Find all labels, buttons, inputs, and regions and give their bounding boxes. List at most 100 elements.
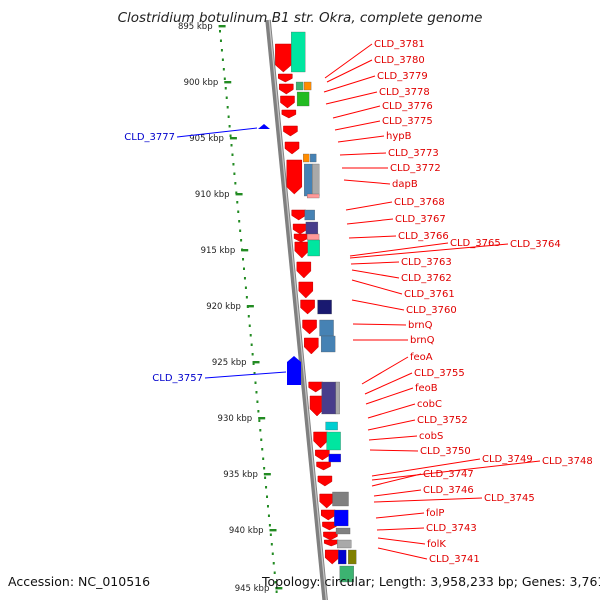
tick-dot bbox=[271, 552, 274, 555]
forward-gene bbox=[296, 261, 312, 279]
gene-label: feoA bbox=[410, 352, 433, 363]
tick-dot bbox=[257, 410, 260, 413]
leader-line bbox=[349, 243, 509, 259]
tick-dot bbox=[270, 543, 273, 546]
gene-feature-box bbox=[305, 221, 319, 235]
tick-dot bbox=[221, 58, 224, 61]
tick-label: 945 kbp bbox=[235, 584, 270, 594]
gene-feature-box bbox=[303, 153, 310, 163]
gene-label: CLD_3752 bbox=[417, 415, 468, 426]
tick-dot bbox=[259, 429, 262, 432]
forward-gene bbox=[284, 141, 300, 155]
gene-label: CLD_3741 bbox=[429, 554, 480, 565]
tick-dot bbox=[267, 514, 270, 517]
gene-feature-box bbox=[307, 239, 320, 257]
tick-label: 895 kbp bbox=[178, 22, 213, 32]
gene-feature-box bbox=[291, 31, 306, 73]
gene-feature-box bbox=[328, 453, 341, 463]
leader-line bbox=[371, 473, 422, 487]
gene-label: CLD_3746 bbox=[423, 485, 474, 496]
forward-gene bbox=[317, 475, 333, 487]
forward-gene bbox=[294, 241, 310, 259]
leader-line bbox=[325, 91, 378, 105]
forward-gene bbox=[313, 431, 328, 449]
tick-dot bbox=[227, 115, 230, 118]
leader-line bbox=[377, 547, 428, 560]
tick-dot bbox=[249, 334, 252, 337]
forward-gene bbox=[291, 209, 306, 221]
tick-dot bbox=[275, 590, 278, 593]
tick-dot bbox=[228, 125, 231, 128]
backbone-line bbox=[265, 19, 328, 600]
tick-dot bbox=[226, 106, 229, 109]
forward-gene bbox=[280, 95, 295, 109]
forward-gene bbox=[286, 159, 303, 195]
leader-line bbox=[324, 43, 373, 79]
gene-label: cobC bbox=[417, 399, 442, 410]
tick-dot bbox=[230, 144, 233, 147]
reverse-gene bbox=[287, 356, 301, 385]
gene-label: CLD_3778 bbox=[379, 87, 430, 98]
gene-feature-box bbox=[312, 163, 320, 197]
gene-feature-box bbox=[317, 299, 332, 315]
tick-dot bbox=[238, 220, 241, 223]
leader-line bbox=[334, 120, 381, 131]
tick-dot bbox=[219, 30, 221, 33]
tick-label: 905 kbp bbox=[189, 134, 224, 144]
tick-dot bbox=[224, 87, 227, 90]
tick-dot bbox=[225, 96, 228, 99]
tick-mark bbox=[246, 305, 254, 308]
leader-line bbox=[352, 323, 407, 326]
tick-dot bbox=[255, 391, 258, 394]
gene-label: CLD_3755 bbox=[414, 368, 465, 379]
leader-line bbox=[369, 449, 419, 452]
gene-label: CLD_3772 bbox=[390, 163, 441, 174]
tick-mark bbox=[241, 249, 249, 252]
tick-mark bbox=[269, 529, 277, 532]
tick-dot bbox=[248, 324, 251, 327]
genome-title: Clostridium botulinum B1 str. Okra, comp… bbox=[118, 10, 483, 26]
tick-dot bbox=[243, 277, 246, 280]
leader-line bbox=[204, 371, 287, 379]
gene-label: folK bbox=[427, 539, 446, 550]
forward-gene bbox=[283, 125, 298, 137]
gene-label: brnQ bbox=[408, 320, 433, 331]
leader-line bbox=[376, 527, 425, 531]
leader-line bbox=[367, 419, 416, 431]
gene-feature-box bbox=[339, 565, 354, 583]
gene-label: CLD_3760 bbox=[406, 305, 457, 316]
tick-dot bbox=[231, 153, 234, 156]
leader-line bbox=[371, 460, 541, 481]
forward-gene bbox=[319, 493, 334, 509]
gene-feature-box bbox=[338, 549, 347, 565]
tick-dot bbox=[234, 182, 237, 185]
tick-dot bbox=[268, 524, 271, 527]
leader-line bbox=[367, 403, 416, 419]
tick-dot bbox=[223, 77, 226, 80]
gene-label: CLD_3747 bbox=[423, 469, 474, 480]
tick-label: 935 kbp bbox=[223, 470, 258, 480]
gene-feature-box bbox=[334, 509, 349, 527]
tick-dot bbox=[250, 343, 253, 346]
gene-label: CLD_3779 bbox=[377, 71, 428, 82]
tick-label: 910 kbp bbox=[195, 190, 230, 200]
gene-label: dapB bbox=[392, 179, 418, 190]
gene-feature-box bbox=[303, 81, 312, 91]
leader-line bbox=[351, 279, 403, 295]
gene-feature-box bbox=[335, 527, 351, 535]
forward-gene bbox=[324, 549, 340, 565]
gene-label: CLD_3764 bbox=[510, 239, 561, 250]
tick-dot bbox=[222, 68, 225, 71]
gene-label: CLD_3743 bbox=[426, 523, 477, 534]
backbone bbox=[265, 19, 328, 600]
tick-dot bbox=[247, 315, 250, 318]
forward-gene bbox=[308, 381, 323, 393]
tick-dot bbox=[237, 210, 240, 213]
tick-dot bbox=[258, 419, 261, 422]
gene-label: folP bbox=[426, 508, 444, 519]
tick-dot bbox=[260, 438, 263, 441]
tick-mark bbox=[218, 25, 226, 28]
forward-gene bbox=[323, 531, 338, 541]
tick-dot bbox=[220, 49, 223, 52]
gene-label: CLD_3745 bbox=[484, 493, 535, 504]
